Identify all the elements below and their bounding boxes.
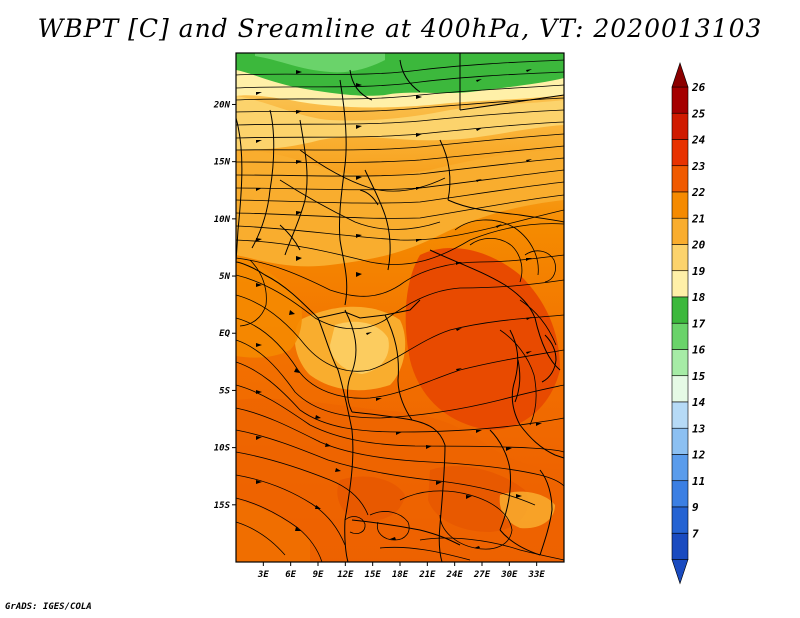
shade-21c-southeast-lobe [499,491,555,529]
wbpt-shading [236,53,564,562]
colorbar-label: 22 [691,186,706,199]
colorbar-segment [671,454,689,482]
shade-19c-inner [330,321,389,374]
colorbar-segment [671,139,689,167]
colorbar-segment [671,191,689,219]
colorbar-label: 9 [692,501,699,514]
colorbar-segment [671,401,689,429]
colorbar-label: 23 [691,160,706,173]
lat-tick-label: 10N [214,215,231,225]
colorbar-label: 25 [691,107,706,120]
lon-tick-label: 6E [285,570,296,580]
colorbar-label: 15 [692,370,706,383]
lat-tick-label: 20N [213,100,231,110]
lat-tick-label: EQ [219,329,230,339]
lon-tick-label: 12E [337,570,354,580]
lat-tick-label: 10S [214,444,231,454]
chart-title: WBPT [C] and Sreamline at 400hPa, VT: 20… [37,14,763,43]
colorbar-label: 13 [692,422,706,435]
colorbar-label: 19 [692,265,706,278]
colorbar-label: 11 [692,475,705,488]
lon-tick-label: 15E [365,570,382,580]
colorbar-segment [671,506,689,534]
colorbar-segment [671,427,689,455]
map-panel [236,53,564,562]
lat-tick-label: 5N [219,272,230,282]
shade-17c-patch [255,53,385,73]
colorbar-segment [671,270,689,298]
lat-tick-label: 15S [214,501,231,511]
colorbar-label: 21 [691,212,705,225]
colorbar-segment [671,86,689,114]
lon-tick-label: 3E [257,570,269,580]
latitude-axis: 20N 15N 10N 5N EQ 5S 10S 15S [213,100,236,511]
longitude-axis: 3E 6E 9E 12E 15E 18E 21E 24E 27E 30E 33E [257,562,545,580]
colorbar-segment [671,480,689,508]
colorbar-bottom-arrow [671,559,689,585]
country-borders [236,53,564,562]
colorbar-segment [671,296,689,324]
colorbar-segment [671,165,689,193]
colorbar-segment [671,375,689,403]
colorbar-segment [671,217,689,245]
lon-tick-label: 9E [313,570,324,580]
lat-tick-label: 5S [219,386,230,396]
lon-tick-label: 30E [500,570,518,580]
lon-tick-label: 33E [528,570,546,580]
shade-22c-west-coast [236,255,302,358]
colorbar-label: 7 [692,527,699,540]
lon-tick-label: 27E [473,570,491,580]
streamline-arrows [256,69,542,548]
colorbar-label: 20 [691,239,706,252]
colorbar-label: 26 [691,81,706,94]
shade-20c-patch [236,96,564,150]
colorbar-segment [671,532,689,560]
colorbar-top-arrow [671,62,689,88]
colorbar-label: 16 [692,344,706,357]
colorbar-label: 18 [692,291,706,304]
lon-tick-label: 24E [446,570,464,580]
shade-23c-east-core [405,247,560,430]
colorbar-segment [671,244,689,272]
lon-tick-label: 18E [392,570,409,580]
colorbar: 26 25 24 23 22 21 20 19 18 17 16 15 14 13 12 11 9 7 [671,62,706,585]
colorbar-segment [671,349,689,377]
shade-23c-lower-band [236,398,564,562]
lat-tick-label: 15N [214,158,231,168]
shade-21c-patch [236,150,564,267]
colorbar-segment [671,322,689,350]
colorbar-label: 12 [692,449,706,462]
lon-tick-label: 21E [418,570,436,580]
coastline [236,117,354,562]
colorbar-segment [671,112,689,140]
colorbar-label: 24 [691,134,706,147]
colorbar-label: 14 [692,396,706,409]
colorbar-label: 17 [692,317,706,330]
grads-credit: GrADS: IGES/COLA [5,602,92,612]
